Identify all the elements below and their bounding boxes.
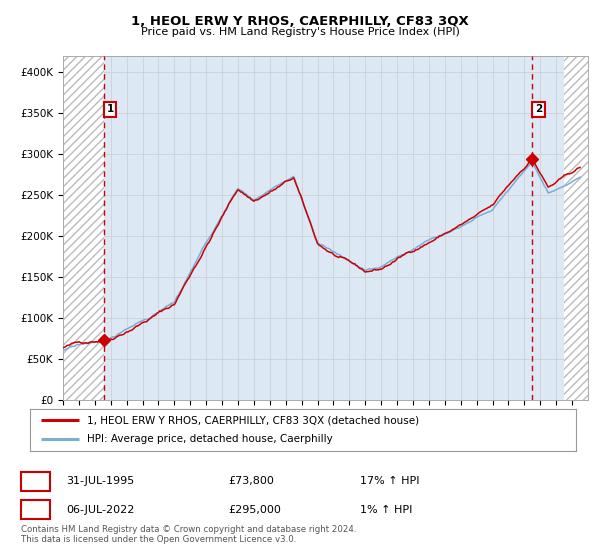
Text: Contains HM Land Registry data © Crown copyright and database right 2024.
This d: Contains HM Land Registry data © Crown c… xyxy=(21,525,356,544)
Text: £295,000: £295,000 xyxy=(228,505,281,515)
Text: 31-JUL-1995: 31-JUL-1995 xyxy=(66,476,134,486)
Text: £73,800: £73,800 xyxy=(228,476,274,486)
Text: 1, HEOL ERW Y RHOS, CAERPHILLY, CF83 3QX: 1, HEOL ERW Y RHOS, CAERPHILLY, CF83 3QX xyxy=(131,15,469,27)
Text: 2: 2 xyxy=(535,104,542,114)
Text: HPI: Average price, detached house, Caerphilly: HPI: Average price, detached house, Caer… xyxy=(88,435,333,445)
Text: 1: 1 xyxy=(106,104,113,114)
Text: 17% ↑ HPI: 17% ↑ HPI xyxy=(360,476,419,486)
Text: 1% ↑ HPI: 1% ↑ HPI xyxy=(360,505,412,515)
Bar xyxy=(564,56,588,400)
Bar xyxy=(63,56,104,400)
Text: 1: 1 xyxy=(32,476,39,486)
Text: 06-JUL-2022: 06-JUL-2022 xyxy=(66,505,134,515)
Text: 1, HEOL ERW Y RHOS, CAERPHILLY, CF83 3QX (detached house): 1, HEOL ERW Y RHOS, CAERPHILLY, CF83 3QX… xyxy=(88,415,419,425)
Text: Price paid vs. HM Land Registry's House Price Index (HPI): Price paid vs. HM Land Registry's House … xyxy=(140,27,460,37)
Text: 2: 2 xyxy=(32,505,39,515)
